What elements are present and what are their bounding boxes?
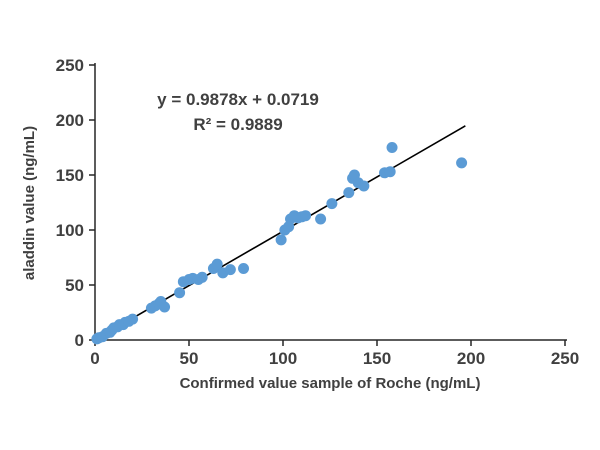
data-point — [456, 157, 468, 169]
data-point — [315, 213, 327, 225]
data-point — [326, 198, 338, 210]
equation-annotation: y = 0.9878x + 0.0719 — [157, 90, 319, 109]
y-axis-title: aladdin value (ng/mL) — [21, 126, 38, 280]
x-axis-ticks: 0 50 100 150 200 250 — [90, 340, 579, 368]
data-point — [238, 263, 250, 274]
data-point — [343, 187, 355, 199]
data-points — [91, 142, 468, 345]
x-tick-label: 150 — [363, 349, 391, 368]
x-tick-label: 0 — [90, 349, 99, 368]
data-point — [300, 210, 312, 222]
y-tick-label: 200 — [56, 111, 84, 130]
data-point — [174, 287, 186, 299]
y-tick-label: 0 — [75, 331, 84, 350]
data-point — [358, 180, 370, 192]
x-tick-label: 200 — [457, 349, 485, 368]
data-point — [127, 313, 139, 325]
data-point — [196, 271, 208, 283]
data-point — [386, 142, 398, 153]
y-tick-label: 50 — [65, 276, 84, 295]
data-point — [384, 166, 396, 178]
y-tick-label: 250 — [56, 56, 84, 75]
data-point — [159, 301, 171, 313]
x-tick-label: 100 — [269, 349, 297, 368]
r-squared-annotation: R² = 0.9889 — [193, 115, 282, 134]
data-point — [224, 264, 236, 276]
data-point — [275, 234, 287, 246]
y-tick-label: 150 — [56, 166, 84, 185]
y-axis-ticks: 0 50 100 150 200 250 — [56, 56, 95, 350]
data-point — [211, 258, 223, 270]
x-axis-title: Confirmed value sample of Roche (ng/mL) — [180, 375, 481, 392]
x-tick-label: 50 — [180, 349, 199, 368]
x-tick-label: 250 — [551, 349, 579, 368]
y-tick-label: 100 — [56, 221, 84, 240]
